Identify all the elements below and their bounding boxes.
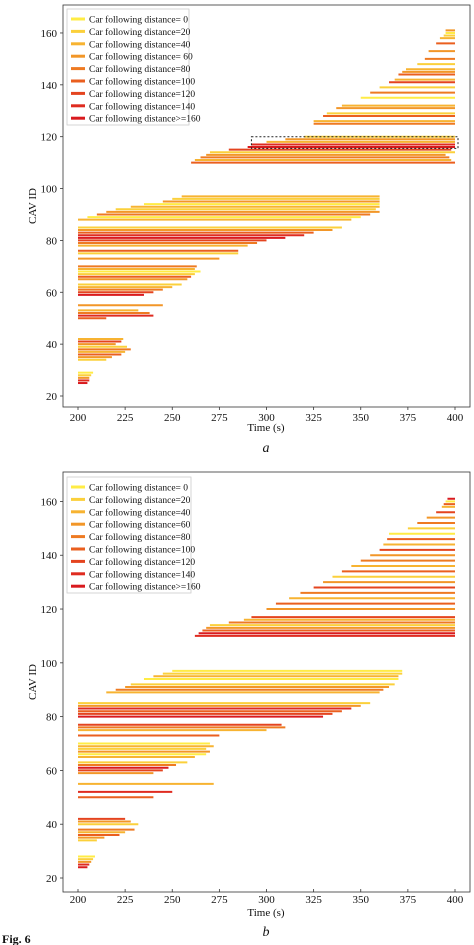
legend-entry: Car following distance= 0 xyxy=(89,483,188,494)
legend-entry: Car following distance=100 xyxy=(89,545,195,556)
y-tick-label: 160 xyxy=(41,496,58,508)
y-tick-label: 60 xyxy=(46,765,58,777)
y-tick-label: 80 xyxy=(46,235,58,247)
panel-a-y-axis-label: CAV ID xyxy=(27,188,39,224)
x-tick-label: 200 xyxy=(70,894,87,906)
panel-a-legend-frame xyxy=(66,8,190,126)
x-tick-label: 400 xyxy=(447,894,464,906)
x-tick-label: 350 xyxy=(353,894,370,906)
figure-caption: Fig. 6 xyxy=(2,932,31,945)
panel-b-segments xyxy=(78,497,455,869)
y-tick-label: 60 xyxy=(46,287,58,299)
legend-entry: Car following distance=80 xyxy=(89,64,191,75)
legend-entry: Car following distance=60 xyxy=(89,520,191,531)
x-tick-label: 325 xyxy=(305,894,322,906)
legend-entry: Car following distance=80 xyxy=(89,532,191,543)
panel-a-plot: 200 225 250 275 300 325 350 375 400 20 40 60 80 100 1… xyxy=(27,4,471,456)
legend-entry: Car following distance=140 xyxy=(89,101,195,112)
y-tick-label: 20 xyxy=(46,873,58,885)
y-tick-label: 80 xyxy=(46,712,58,724)
panel-a-label: a xyxy=(263,441,270,456)
y-tick-label: 140 xyxy=(41,550,58,562)
x-tick-label: 375 xyxy=(400,412,417,424)
panel-a-y-ticks: 20 40 60 80 100 120 140 160 xyxy=(41,28,63,403)
y-tick-label: 120 xyxy=(41,604,58,616)
panel-b-x-axis-label: Time (s) xyxy=(247,907,285,919)
legend-entry: Car following distance=120 xyxy=(89,89,195,100)
x-tick-label: 325 xyxy=(305,412,322,424)
y-tick-label: 20 xyxy=(46,391,58,403)
panel-a-segments xyxy=(78,29,455,385)
legend-entry: Car following distance>=160 xyxy=(89,114,201,125)
x-tick-label: 225 xyxy=(117,412,134,424)
legend-entry: Car following distance=40 xyxy=(89,507,191,518)
y-tick-label: 160 xyxy=(41,28,58,40)
x-tick-label: 250 xyxy=(164,894,181,906)
legend-entry: Car following distance= 60 xyxy=(89,52,193,63)
y-tick-label: 40 xyxy=(46,339,58,351)
x-tick-label: 350 xyxy=(353,412,370,424)
panel-b-y-axis-label: CAV ID xyxy=(27,664,39,700)
panel-b-plot: 200 225 250 275 300 325 350 375 400 20 40 60 80 100 1… xyxy=(27,471,471,940)
legend-entry: Car following distance= 0 xyxy=(89,15,188,26)
x-tick-label: 275 xyxy=(211,894,228,906)
y-tick-label: 140 xyxy=(41,80,58,92)
x-tick-label: 400 xyxy=(447,412,464,424)
panel-a-highlight-box xyxy=(250,136,459,149)
legend-entry: Car following distance=120 xyxy=(89,557,195,568)
panel-b-label: b xyxy=(263,925,270,940)
legend-entry: Car following distance=20 xyxy=(89,27,191,38)
panel-b-y-ticks: 20 40 60 80 100 120 140 160 xyxy=(41,496,63,885)
x-tick-label: 275 xyxy=(211,412,228,424)
x-tick-label: 300 xyxy=(258,894,275,906)
x-tick-label: 300 xyxy=(258,412,275,424)
y-tick-label: 100 xyxy=(41,184,58,196)
panel-b-legend-frame xyxy=(66,476,192,594)
panel-a-x-axis-label: Time (s) xyxy=(247,422,285,434)
x-tick-label: 225 xyxy=(117,894,134,906)
panel-b-x-ticks: 200 225 250 275 300 325 350 375 400 xyxy=(70,889,464,906)
y-tick-label: 40 xyxy=(46,819,58,831)
y-tick-label: 120 xyxy=(41,132,58,144)
legend-entry: Car following distance=140 xyxy=(89,569,195,580)
x-tick-label: 200 xyxy=(70,412,87,424)
panel-a-x-ticks: 200 225 250 275 300 325 350 375 400 xyxy=(70,407,464,424)
legend-entry: Car following distance>=160 xyxy=(89,582,201,593)
legend-entry: Car following distance=40 xyxy=(89,39,191,50)
x-tick-label: 250 xyxy=(164,412,181,424)
legend-entry: Car following distance=100 xyxy=(89,77,195,88)
y-tick-label: 100 xyxy=(41,658,58,670)
x-tick-label: 375 xyxy=(400,894,417,906)
legend-entry: Car following distance=20 xyxy=(89,495,191,506)
